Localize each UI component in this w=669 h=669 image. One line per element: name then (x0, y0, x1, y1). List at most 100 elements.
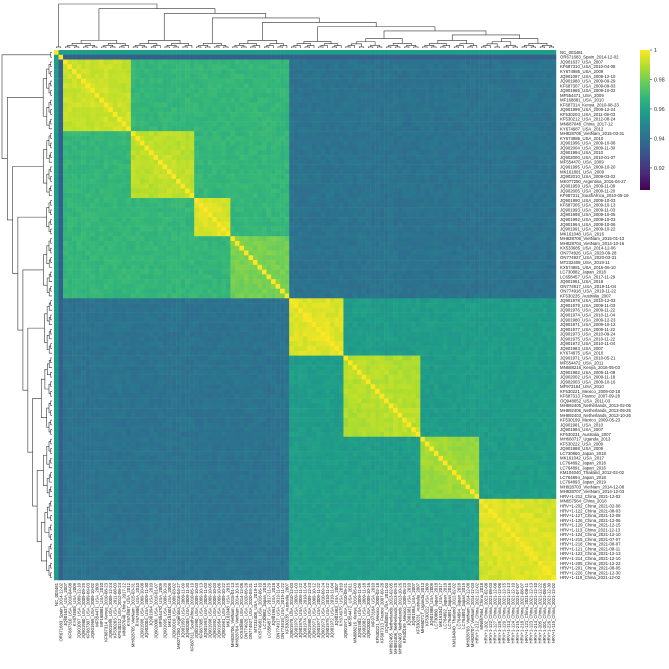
heatmap-cell (72, 97, 77, 103)
heatmap-cell (334, 88, 340, 94)
heatmap-cell (424, 255, 430, 261)
heatmap-cell (465, 183, 471, 189)
heatmap-cell (257, 73, 263, 79)
heatmap-cell (325, 102, 331, 108)
heatmap-cell (461, 83, 466, 89)
heatmap-cell (438, 107, 444, 113)
heatmap-cell (334, 212, 340, 218)
heatmap-cell (483, 245, 489, 251)
heatmap-cell (533, 202, 539, 208)
heatmap-cell (551, 255, 557, 261)
heatmap-cell (72, 217, 77, 223)
heatmap-cell (158, 92, 163, 98)
heatmap-cell (185, 140, 190, 146)
heatmap-cell (397, 59, 403, 65)
heatmap-cell (207, 198, 213, 204)
heatmap-cell (325, 135, 331, 141)
heatmap-cell (370, 164, 376, 170)
heatmap-cell (442, 92, 448, 98)
heatmap-cell (537, 121, 543, 127)
heatmap-cell (461, 64, 466, 70)
heatmap-cell (225, 174, 231, 180)
heatmap-cell (438, 83, 444, 89)
heatmap-cell (148, 212, 154, 218)
heatmap-cell (406, 255, 412, 261)
heatmap-cell (524, 145, 530, 151)
heatmap-cell (357, 236, 362, 242)
heatmap-cell (176, 131, 181, 137)
heatmap-cell (451, 226, 457, 232)
heatmap-cell (275, 169, 281, 175)
heatmap-cell (393, 126, 398, 132)
heatmap-cell (461, 169, 466, 175)
heatmap-cell (402, 78, 407, 84)
heatmap-cell (506, 150, 512, 156)
heatmap-cell (411, 131, 417, 137)
heatmap-cell (456, 92, 462, 98)
heatmap-cell (470, 155, 475, 161)
heatmap-cell (429, 69, 435, 75)
heatmap-cell (252, 221, 258, 227)
heatmap-cell (501, 198, 507, 204)
heatmap-cell (90, 73, 95, 79)
heatmap-cell (424, 73, 430, 79)
heatmap-cell (433, 231, 439, 237)
heatmap-cell (415, 178, 421, 184)
heatmap-cell (176, 140, 181, 146)
heatmap-cell (271, 212, 276, 218)
heatmap-cell (171, 207, 177, 213)
heatmap-cell (203, 112, 209, 118)
heatmap-cell (266, 131, 272, 137)
heatmap-cell (67, 73, 73, 79)
heatmap-cell (76, 198, 82, 204)
heatmap-cell (461, 207, 466, 213)
heatmap-cell (54, 193, 59, 199)
heatmap-cell (329, 226, 335, 232)
heatmap-cell (366, 50, 371, 56)
heatmap-cell (207, 92, 213, 98)
heatmap-cell (280, 198, 285, 204)
heatmap-cell (171, 183, 177, 189)
heatmap-cell (357, 188, 362, 194)
heatmap-cell (451, 50, 457, 56)
heatmap-cell (393, 145, 398, 151)
heatmap-cell (465, 212, 471, 218)
heatmap-cell (334, 174, 340, 180)
heatmap-cell (479, 217, 484, 223)
heatmap-cell (248, 73, 254, 79)
heatmap-cell (293, 50, 299, 56)
heatmap-cell (185, 159, 190, 165)
heatmap-cell (234, 169, 240, 175)
heatmap-cell (379, 92, 385, 98)
heatmap-cell (320, 73, 326, 79)
heatmap-cell (415, 226, 421, 232)
heatmap-cell (117, 78, 123, 84)
heatmap-cell (384, 78, 389, 84)
heatmap-cell (347, 164, 353, 170)
heatmap-cell (375, 255, 380, 261)
heatmap-cell (284, 88, 290, 94)
heatmap-cell (488, 240, 493, 247)
heatmap-cell (415, 159, 421, 165)
heatmap-cell (167, 102, 172, 108)
heatmap-cell (81, 145, 86, 151)
heatmap-cell (139, 83, 145, 89)
heatmap-cell (171, 88, 177, 94)
heatmap-cell (451, 140, 457, 146)
heatmap-cell (393, 193, 398, 199)
heatmap-cell (266, 135, 272, 141)
heatmap-cell (370, 54, 376, 60)
heatmap-cell (76, 231, 82, 237)
heatmap-cell (252, 169, 258, 175)
heatmap-cell (153, 121, 159, 127)
heatmap-cell (90, 183, 95, 189)
heatmap-cell (243, 198, 249, 204)
heatmap-cell (185, 150, 190, 156)
heatmap-cell (465, 207, 471, 213)
heatmap-cell (271, 202, 276, 208)
heatmap-cell (442, 255, 448, 261)
heatmap-cell (357, 112, 362, 118)
heatmap-cell (542, 107, 548, 113)
heatmap-cell (289, 116, 294, 122)
heatmap-cell (63, 92, 68, 98)
